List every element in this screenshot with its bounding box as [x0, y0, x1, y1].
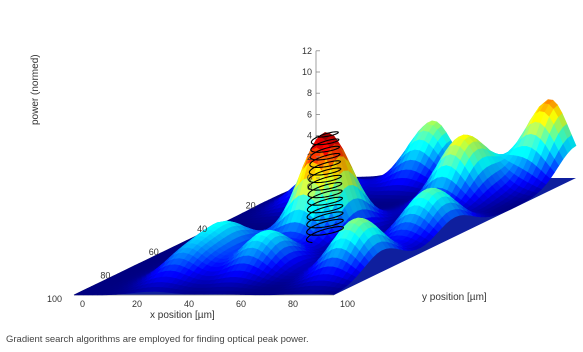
- x-tick-label: 100: [47, 294, 62, 304]
- search-path: [305, 131, 344, 244]
- z-tick-label: 10: [302, 67, 312, 77]
- y-axis-label: y position [µm]: [422, 292, 487, 303]
- y-tick-label: 20: [132, 299, 142, 309]
- x-tick-label: 40: [197, 224, 207, 234]
- z-tick-label: 8: [307, 88, 312, 98]
- z-tick-label: 4: [307, 131, 312, 141]
- z-tick-label: 6: [307, 109, 312, 119]
- spiral-search-path: [305, 131, 344, 244]
- x-tick-label: 20: [246, 200, 256, 210]
- figure-caption: Gradient search algorithms are employed …: [6, 334, 309, 345]
- z-tick-label: 0: [307, 173, 312, 183]
- y-tick-label: 0: [80, 299, 85, 309]
- x-tick-label: 80: [100, 271, 110, 281]
- y-tick-label: 100: [340, 299, 355, 309]
- x-tick-label: 60: [149, 247, 159, 257]
- y-tick-label: 60: [236, 299, 246, 309]
- origin-tick-label: 0: [307, 182, 312, 192]
- z-tick-label: 2: [307, 152, 312, 162]
- y-tick-label: 80: [288, 299, 298, 309]
- x-axis-label: x position [µm]: [150, 310, 215, 321]
- power-surface: [73, 99, 577, 296]
- y-tick-label: 40: [184, 299, 194, 309]
- z-tick-label: 12: [302, 46, 312, 56]
- surface-patch: [73, 292, 84, 296]
- tick-labels: 0 2 4 6 8 10 12 20 40 60 80 100 0 20 40 60 80 100 0: [47, 46, 355, 309]
- z-axis-label: power (normed): [30, 54, 41, 125]
